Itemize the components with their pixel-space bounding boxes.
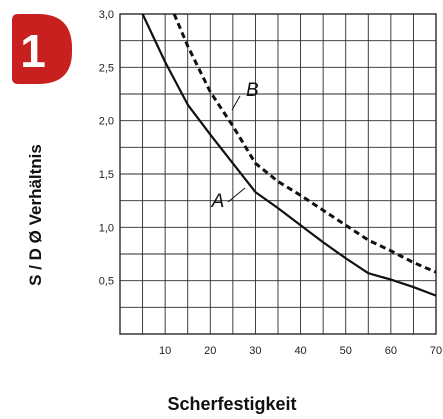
x-tick-label: 20 [204, 345, 216, 357]
x-tick-label: 50 [340, 345, 352, 357]
curve-label-leader-b [231, 95, 241, 111]
x-tick-label: 70 [430, 345, 442, 357]
plot-grid [119, 13, 437, 335]
y-axis-label: S / D Ø Verhältnis [26, 144, 45, 286]
y-tick-label: 1,0 [99, 222, 114, 234]
curve-label-a: A [211, 191, 225, 212]
curve-label-leader-a [227, 187, 246, 203]
series-line-a [141, 13, 437, 297]
curve-labels: BA [211, 80, 259, 212]
y-tick-label: 2,5 [99, 62, 114, 74]
y-tick-label: 2,0 [99, 116, 114, 128]
step-badge-number: 1 [20, 25, 46, 77]
y-tick-label: 1,5 [99, 169, 114, 181]
x-tick-label: 60 [385, 345, 397, 357]
x-tick-label: 10 [159, 345, 171, 357]
y-tick-label: 3,0 [99, 9, 114, 21]
step-badge: 1 [12, 14, 72, 84]
curve-label-b: B [246, 80, 259, 101]
y-tick-labels: 0,5 1,0 1,5 2,0 2,5 3,0 [99, 9, 114, 288]
step-badge-shape [12, 14, 72, 84]
x-tick-labels: 10 20 30 40 50 60 70 [159, 345, 442, 357]
y-tick-label: 0,5 [99, 276, 114, 288]
x-tick-label: 30 [249, 345, 261, 357]
x-axis-label: Scherfestigkeit [167, 394, 296, 414]
x-tick-label: 40 [294, 345, 306, 357]
plot-series [141, 13, 437, 297]
series-line-b [172, 13, 437, 274]
